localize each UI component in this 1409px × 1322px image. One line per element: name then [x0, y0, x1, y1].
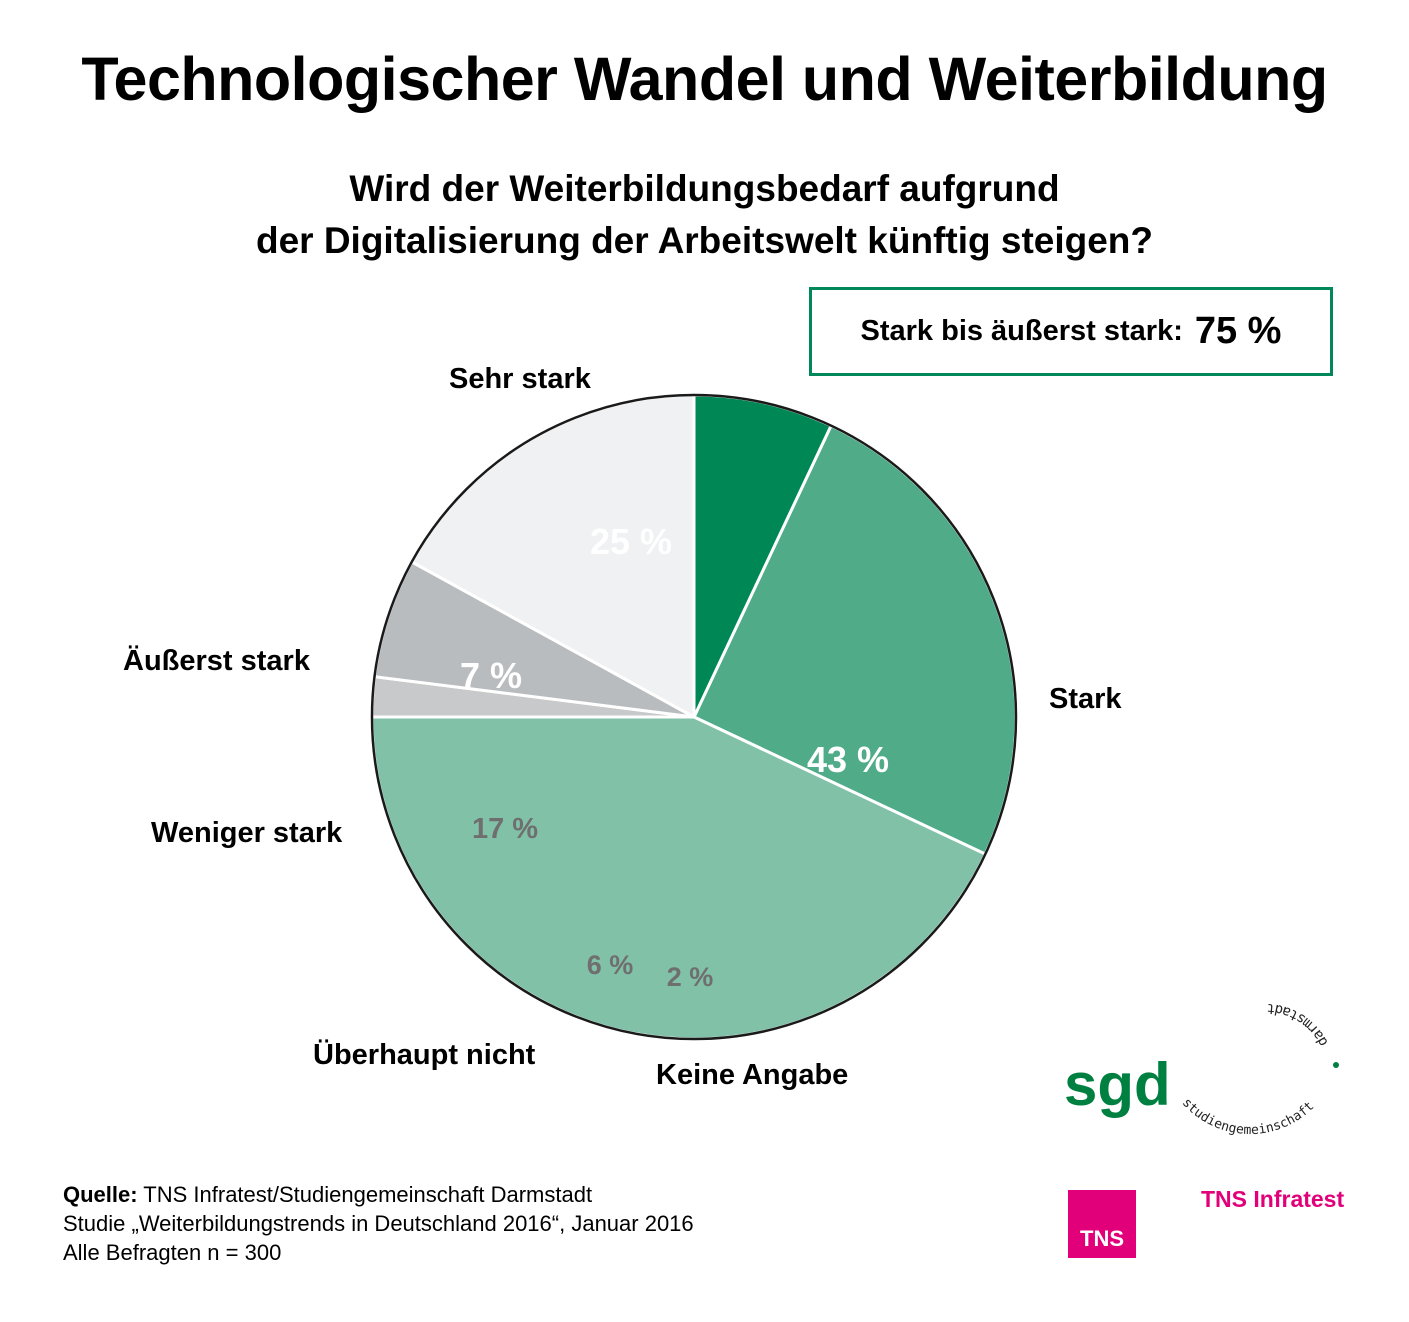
source-label: Quelle: [63, 1182, 138, 1207]
value-label-aeusserst-stark: 7 % [460, 655, 522, 696]
label-keine-angabe: Keine Angabe [656, 1059, 849, 1091]
summary-box: Stark bis äußerst stark: 75 % [809, 287, 1333, 376]
tns-logo: TNS [1068, 1190, 1136, 1258]
chart-subtitle: Wird der Weiterbildungsbedarf aufgrund d… [0, 163, 1409, 267]
subtitle-line-2: der Digitalisierung der Arbeitswelt künf… [255, 220, 1154, 261]
sgd-ring-bottom: studiengemeinschaft [1179, 1095, 1317, 1138]
value-label-sehr-stark: 25 % [590, 521, 672, 562]
pie-outline [370, 393, 1018, 1041]
tns-infratest-wordmark: TNS Infratest [1201, 1186, 1345, 1212]
source-text: TNS Infratest/Studiengemeinschaft Darmst… [143, 1182, 593, 1207]
label-aeusserst-stark: Äußerst stark [123, 645, 310, 677]
value-label-stark: 43 % [807, 739, 889, 780]
study-info: Studie „Weiterbildungstrends in Deutschl… [63, 1211, 694, 1236]
label-weniger-stark: Weniger stark [151, 817, 343, 849]
label-stark: Stark [1049, 683, 1122, 715]
label-sehr-stark: Sehr stark [449, 363, 591, 395]
sgd-logo: sgd darmstadt studiengemeinschaft [1064, 1000, 1339, 1138]
sgd-dot-icon [1333, 1062, 1339, 1068]
subtitle-line-1: Wird der Weiterbildungsbedarf aufgrund [349, 168, 1060, 209]
summary-value: 75 % [1194, 310, 1282, 352]
chart-title: Technologischer Wandel und Weiterbildung [81, 45, 1328, 113]
label-ueberhaupt-nicht: Überhaupt nicht [313, 1039, 536, 1071]
value-label-ueberhaupt-nicht: 6 % [587, 950, 634, 980]
value-label-keine-angabe: 2 % [667, 962, 714, 992]
source-note: Quelle: TNS Infratest/Studiengemeinschaf… [63, 1180, 694, 1267]
sgd-ring-top: darmstadt [1266, 1000, 1332, 1049]
summary-label: Stark bis äußerst stark: [860, 315, 1183, 347]
sgd-mark: sgd [1064, 1051, 1171, 1118]
sample-size: Alle Befragten n = 300 [63, 1240, 282, 1265]
value-label-weniger-stark: 17 % [472, 813, 538, 845]
